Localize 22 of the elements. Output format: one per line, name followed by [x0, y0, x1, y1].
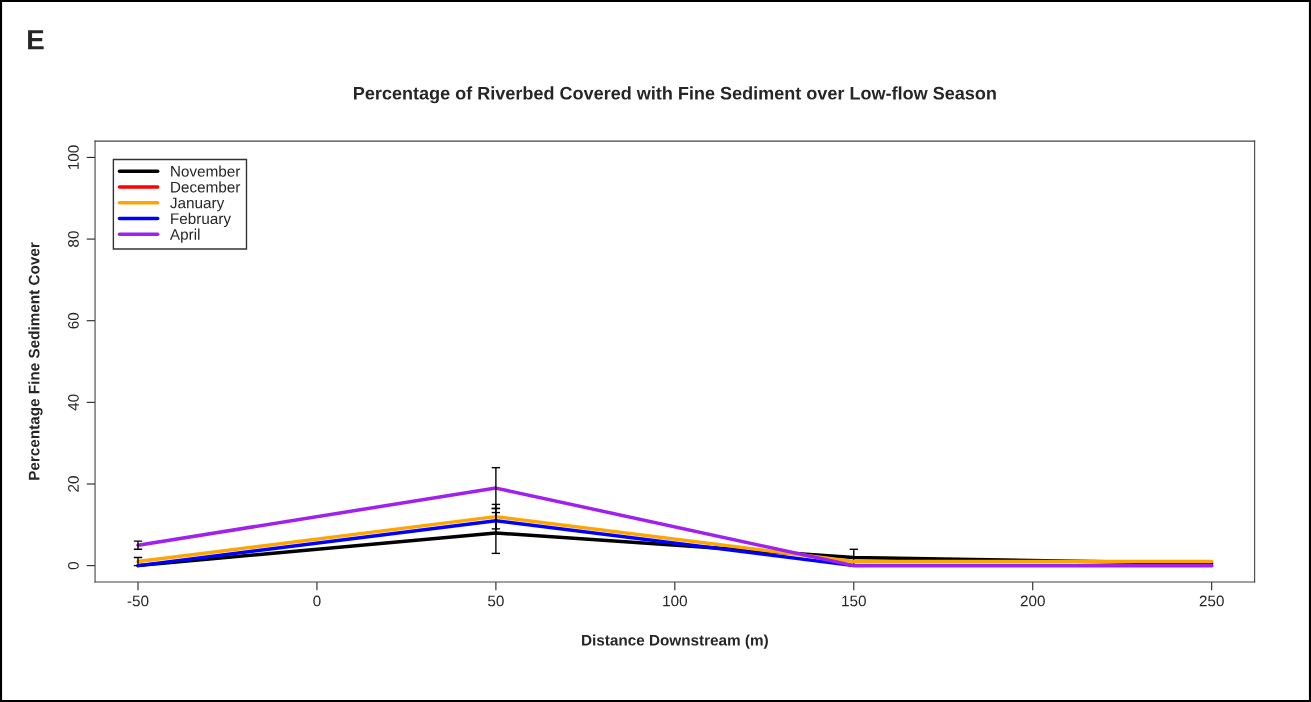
- x-axis-title: Distance Downstream (m): [582, 634, 768, 649]
- chart-title: Percentage of Riverbed Covered with Fine Sediment over Low-flow Season: [354, 86, 996, 104]
- x-tick-label: 150: [842, 595, 866, 607]
- y-axis-title: Percentage Fine Sediment Cover: [28, 242, 43, 480]
- x-tick-label: 250: [1199, 595, 1224, 607]
- y-tick-label: 100: [68, 145, 79, 170]
- legend-label: November: [171, 165, 241, 177]
- y-tick-label: 0: [68, 561, 79, 570]
- x-tick-label: 100: [663, 595, 687, 607]
- x-tick-label: 0: [313, 595, 321, 607]
- y-tick-label: 20: [68, 476, 79, 492]
- legend-label: February: [171, 212, 232, 228]
- x-tick-label: 200: [1020, 595, 1045, 607]
- legend-label: January: [170, 197, 225, 212]
- y-tick-label: 60: [68, 312, 79, 329]
- y-tick-label: 40: [68, 394, 79, 411]
- y-tick-label: 80: [68, 231, 79, 247]
- text: E: [28, 30, 44, 50]
- x-tick-label: 50: [488, 595, 504, 607]
- legend-label: April: [169, 228, 200, 243]
- x-tick-label: -50: [127, 595, 149, 607]
- legend-label: December: [171, 181, 241, 193]
